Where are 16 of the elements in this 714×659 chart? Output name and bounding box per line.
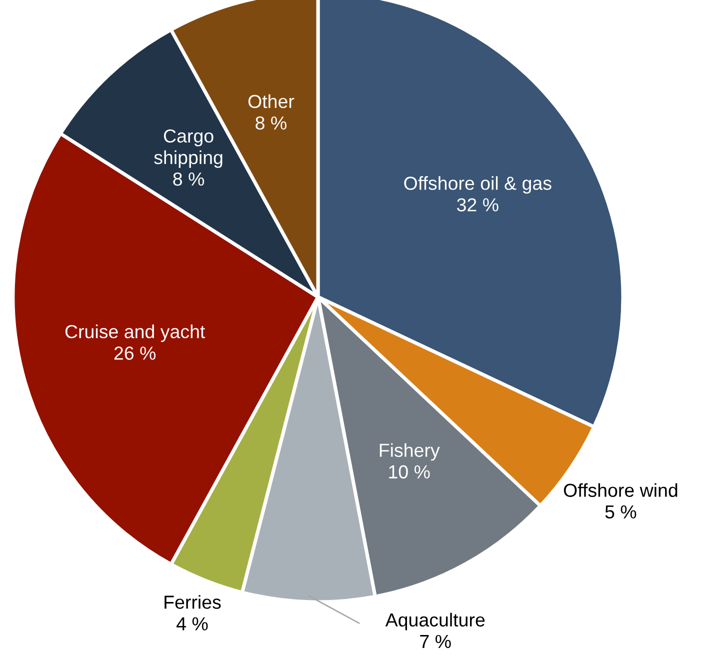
- data-label: 7 %: [420, 634, 451, 648]
- slice-label: Fishery: [380, 443, 440, 461]
- data-label: 26 %: [114, 346, 156, 360]
- data-label: 5 %: [605, 505, 636, 519]
- slice-label: Offshore oil & gas: [404, 176, 552, 194]
- slice-label: Other: [248, 94, 294, 108]
- slice-label: Cruise and yacht: [65, 324, 206, 342]
- slice-label: Ferries: [164, 595, 221, 609]
- data-label: 32 %: [457, 198, 498, 212]
- slice-label: Offshore wind: [564, 483, 678, 497]
- slice-label: Cargo shipping: [154, 129, 222, 168]
- data-label: 8 %: [256, 116, 286, 130]
- slice-label: Aquaculture: [385, 612, 485, 630]
- data-label: 4 %: [176, 617, 208, 630]
- data-label: 8 %: [173, 172, 204, 186]
- data-label: 10 %: [389, 465, 430, 479]
